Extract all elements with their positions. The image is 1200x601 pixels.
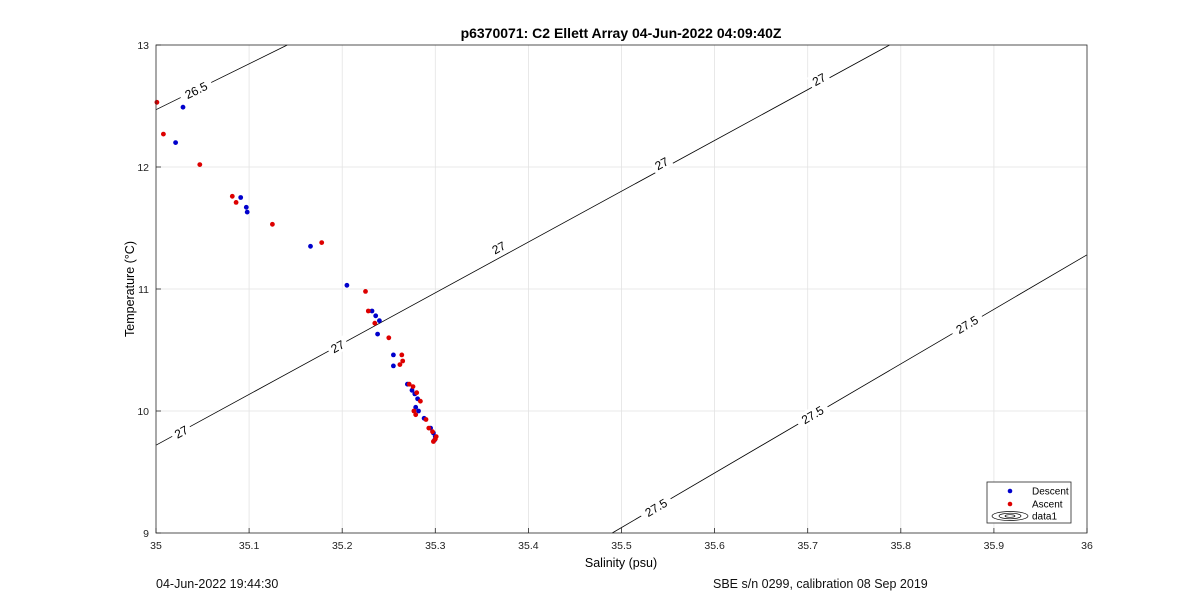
- ascent-point: [197, 162, 203, 168]
- contour-line-27-5: [611, 254, 1088, 534]
- footer-calibration: SBE s/n 0299, calibration 08 Sep 2019: [713, 577, 928, 591]
- descent-point: [416, 408, 421, 414]
- y-axis-label: Temperature (°C): [123, 241, 137, 337]
- contour-label: 27: [168, 420, 194, 443]
- descent-point: [409, 387, 415, 393]
- ascent-point: [319, 240, 325, 246]
- x-tick-label: 35.5: [611, 540, 632, 552]
- contour-label-text: 27: [810, 70, 829, 89]
- descent-point: [308, 243, 313, 249]
- x-tick-label: 35: [150, 540, 162, 552]
- chart-title: p6370071: C2 Ellett Array 04-Jun-2022 04…: [461, 25, 782, 41]
- ascent-point: [397, 362, 403, 367]
- ascent-point: [161, 131, 166, 137]
- grid: [156, 45, 1087, 533]
- legend: Descent Ascent data1: [986, 481, 1072, 524]
- x-tick-label: 35.6: [704, 540, 725, 552]
- ascent-point: [413, 412, 419, 418]
- legend-label-ascent: Ascent: [1032, 500, 1063, 511]
- contour-line-27: [155, 44, 890, 446]
- contour-label-bg: [649, 152, 674, 175]
- ascent-point: [431, 439, 436, 444]
- ascent-point: [410, 384, 416, 389]
- ascent-point: [229, 193, 235, 199]
- contour-label: 27: [325, 335, 350, 358]
- footer-timestamp: 04-Jun-2022 19:44:30: [156, 577, 279, 591]
- contour-label-bg: [168, 420, 194, 443]
- contour-label: 27: [806, 68, 832, 91]
- ascent-point: [400, 358, 406, 364]
- descent-point: [369, 308, 375, 314]
- descent-point: [244, 209, 250, 215]
- descent-point: [391, 363, 396, 369]
- ascent-point: [423, 417, 429, 422]
- descent-point: [375, 331, 380, 337]
- contour-label-text: 27: [172, 423, 191, 442]
- legend-box: [986, 481, 1072, 524]
- y-tick-label: 12: [137, 162, 149, 174]
- ascent-point: [411, 408, 417, 414]
- descent-point: [238, 195, 244, 200]
- y-tick-label: 11: [138, 284, 149, 296]
- ascent-point: [365, 308, 371, 314]
- descent-point: [413, 404, 419, 410]
- y-tick-label: 9: [143, 528, 149, 540]
- x-tick-label: 35.7: [797, 540, 818, 552]
- y-tick-label: 13: [137, 40, 149, 52]
- contour-label-bg: [948, 309, 986, 340]
- ascent-point: [418, 398, 423, 404]
- x-axis-label: Salinity (psu): [585, 556, 657, 570]
- descent-point: [377, 318, 382, 324]
- ascent-point: [426, 425, 432, 431]
- descent-point: [344, 282, 350, 288]
- x-tick-label: 35.2: [332, 540, 353, 552]
- ascent-point: [399, 352, 405, 358]
- contour-label: 27: [486, 236, 511, 259]
- ascent-point: [363, 289, 368, 294]
- ascent-point: [372, 320, 378, 326]
- x-tick-label: 36: [1081, 540, 1093, 552]
- contour-label-text: 27: [490, 238, 509, 257]
- descent-point: [243, 204, 249, 210]
- contour-label-bg: [325, 335, 350, 358]
- contour-label-text: 27: [653, 154, 672, 173]
- contour-label-bg: [486, 236, 511, 259]
- legend-label-descent: Descent: [1032, 487, 1069, 498]
- ascent-point: [386, 335, 392, 341]
- y-tick-label: 10: [137, 406, 149, 418]
- legend-marker-descent: [1007, 488, 1013, 494]
- axes: 35 35.1 35.2 35.3 35.4 35.5 35.6 35.7 35.8 35.9 36…: [137, 40, 1093, 552]
- x-tick-label: 35.9: [984, 540, 1005, 552]
- descent-point: [391, 352, 396, 358]
- legend-contour-icon: [991, 511, 1029, 521]
- x-tick-label: 35.4: [518, 540, 539, 552]
- descent-point: [173, 140, 179, 146]
- contour-label-bg: [806, 68, 832, 91]
- contour-label-bg: [637, 492, 675, 523]
- ascent-point: [270, 221, 275, 227]
- descent-point: [373, 313, 379, 319]
- descent-point: [180, 104, 186, 110]
- legend-marker-ascent: [1007, 501, 1013, 507]
- contour-line-26-5: [155, 44, 288, 111]
- data-points: [154, 99, 439, 444]
- ascent-point: [430, 429, 435, 435]
- contour-label: 27: [649, 152, 674, 175]
- x-tick-label: 35.8: [891, 540, 912, 552]
- contour-label-bg: [794, 400, 831, 430]
- contour-label-bg: [177, 76, 215, 104]
- x-tick-label: 35.1: [239, 540, 260, 552]
- ascent-point: [406, 381, 412, 387]
- legend-label-data1: data1: [1032, 512, 1057, 523]
- ascent-point: [154, 99, 160, 105]
- x-tick-label: 35.3: [425, 540, 446, 552]
- contour-label-text: 27: [329, 337, 348, 356]
- ascent-point: [414, 390, 420, 396]
- ascent-point: [233, 200, 239, 205]
